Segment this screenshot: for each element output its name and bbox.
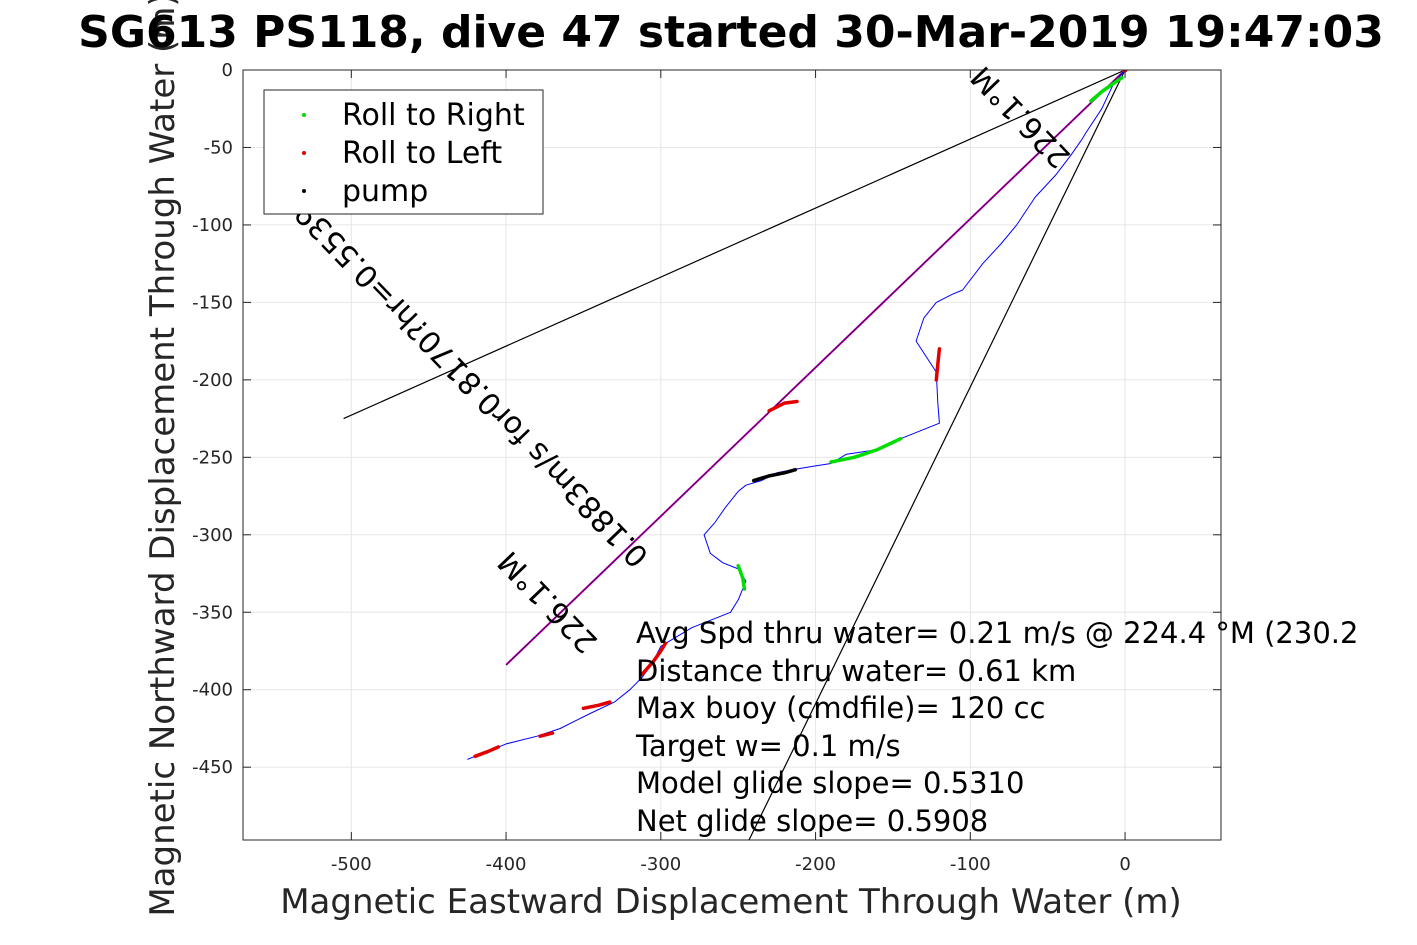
- x-tick-label: 0: [1119, 854, 1130, 875]
- info-target-w: Target w= 0.1 m/s: [635, 729, 901, 763]
- y-tick-label: -300: [192, 525, 233, 546]
- y-tick-label: -100: [192, 215, 233, 236]
- x-axis-label: Magnetic Eastward Displacement Through W…: [280, 882, 1182, 922]
- y-tick-label: -350: [192, 602, 233, 623]
- x-axis-ticks: -500 -400 -300 -200 -100 0: [331, 70, 1131, 875]
- legend-marker-roll-right: [302, 113, 306, 117]
- cone-line: [343, 70, 1126, 420]
- roll-left-segment: [767, 399, 799, 413]
- roll-segments: [473, 70, 1128, 759]
- y-tick-label: -200: [192, 370, 233, 391]
- legend-label-pump: pump: [342, 174, 428, 209]
- legend-label-roll-right: Roll to Right: [342, 98, 525, 133]
- roll-left-segment: [640, 641, 668, 676]
- x-tick-label: -100: [950, 854, 991, 875]
- plot-frame: [242, 69, 1222, 841]
- track-line: [505, 70, 1126, 666]
- roll-right-segment: [829, 436, 903, 464]
- info-max-buoy: Max buoy (cmdfile)= 120 cc: [636, 691, 1045, 725]
- legend-box: [263, 89, 544, 215]
- heading-track-line-core: [505, 70, 1126, 666]
- y-axis-label: Magnetic Northward Displacement Through …: [143, 0, 183, 917]
- y-tick-label: -250: [192, 447, 233, 468]
- info-distance: Distance thru water= 0.61 km: [636, 654, 1076, 688]
- cone-line: [748, 70, 1126, 840]
- x-tick-label: -300: [640, 854, 681, 875]
- x-tick-label: -400: [486, 854, 527, 875]
- y-axis-ticks: 0 -50 -100 -150 -200 -250 -300 -350 -400 -450: [192, 60, 1221, 778]
- legend-marker-roll-left: [302, 151, 306, 155]
- pump-segment: [751, 467, 798, 483]
- y-tick-label: -50: [204, 137, 233, 158]
- y-tick-label: 0: [222, 60, 233, 81]
- x-tick-label: -200: [795, 854, 836, 875]
- chart-title: SG613 PS118, dive 47 started 30-Mar-2019…: [78, 7, 1384, 58]
- roll-left-segment: [934, 347, 942, 382]
- info-net-glide: Net glide slope= 0.5908: [636, 804, 988, 838]
- roll-right-segment: [1089, 75, 1124, 103]
- legend: Roll to Right Roll to Left pump: [263, 89, 544, 215]
- y-tick-label: -450: [192, 757, 233, 778]
- roll-left-segment: [473, 745, 501, 759]
- legend-label-roll-left: Roll to Left: [342, 136, 502, 171]
- info-model-glide: Model glide slope= 0.5310: [636, 766, 1024, 800]
- roll-left-segment: [538, 731, 555, 738]
- legend-marker-pump: [302, 189, 306, 193]
- y-tick-label: -150: [192, 292, 233, 313]
- y-tick-label: -400: [192, 680, 233, 701]
- x-tick-label: -500: [331, 854, 372, 875]
- info-block: Avg Spd thru water= 0.21 m/s @ 224.4 °M …: [635, 616, 1358, 838]
- info-avg-speed: Avg Spd thru water= 0.21 m/s @ 224.4 °M …: [636, 616, 1358, 650]
- roll-left-segment: [581, 700, 612, 711]
- cone-lines: [343, 70, 1126, 840]
- roll-right-segment: [736, 564, 747, 591]
